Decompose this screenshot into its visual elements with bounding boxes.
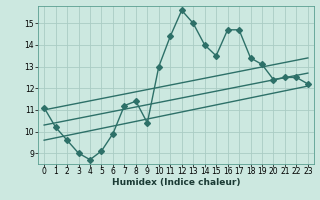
X-axis label: Humidex (Indice chaleur): Humidex (Indice chaleur) [112,178,240,187]
